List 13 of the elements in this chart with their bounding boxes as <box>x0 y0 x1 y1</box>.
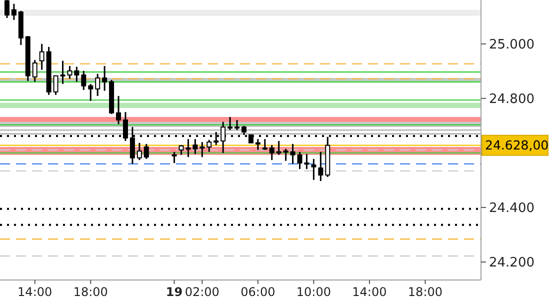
y-tick-label: 24.800 <box>489 92 534 107</box>
x-tick-label: 06:00 <box>240 285 276 299</box>
x-tick-label: 18:00 <box>408 285 443 299</box>
y-tick-label: 24.200 <box>489 256 534 271</box>
y-tick-label: 24.400 <box>489 201 534 216</box>
ref-line-label: 24.628,00 <box>485 138 549 153</box>
x-tick-label: 14:00 <box>352 285 387 299</box>
x-tick-label: 19 <box>166 285 183 299</box>
y-tick-label: 25.000 <box>489 37 534 52</box>
x-tick-label: 18:00 <box>73 285 108 299</box>
x-tick-label: 10:00 <box>296 285 331 299</box>
x-tick-label: 02:00 <box>184 285 220 299</box>
x-tick-label: 14:00 <box>18 285 52 299</box>
